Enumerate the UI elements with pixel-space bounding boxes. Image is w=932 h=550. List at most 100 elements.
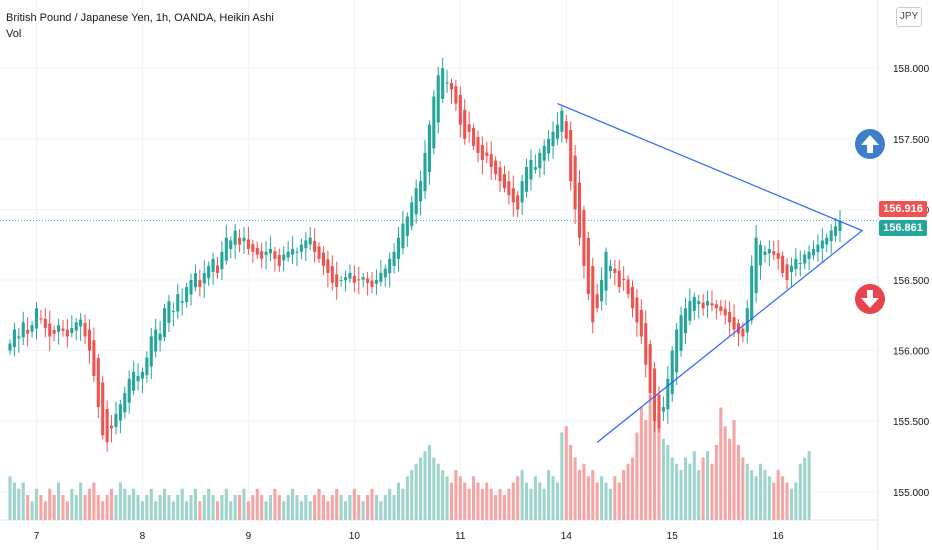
candle-body bbox=[180, 301, 184, 303]
volume-bar bbox=[220, 495, 224, 520]
volume-bar bbox=[754, 476, 758, 520]
candle-body bbox=[758, 244, 763, 266]
volume-bar bbox=[233, 495, 237, 520]
volume-bar bbox=[92, 482, 96, 520]
candle-body bbox=[547, 138, 551, 154]
candle-body bbox=[569, 130, 573, 182]
volume-bar bbox=[472, 476, 476, 520]
candle-body bbox=[8, 343, 12, 351]
volume-bar bbox=[330, 495, 334, 520]
volume-bar bbox=[405, 476, 409, 520]
volume-bar bbox=[388, 488, 392, 520]
candle-body bbox=[273, 251, 277, 259]
y-tick-label: 155.000 bbox=[893, 488, 930, 499]
candle-body bbox=[158, 333, 162, 341]
candle-body bbox=[339, 280, 343, 281]
x-axis-labels: 7 8 9 10 11 14 15 16 bbox=[34, 531, 784, 542]
candle-body bbox=[233, 230, 237, 245]
volume-bar bbox=[189, 495, 193, 520]
volume-bar bbox=[710, 463, 714, 520]
candle-body bbox=[754, 237, 758, 294]
volume-bar bbox=[560, 432, 564, 520]
candle-body bbox=[193, 272, 197, 288]
volume-bar bbox=[335, 488, 339, 520]
volume-bar bbox=[476, 482, 480, 520]
volume-bar bbox=[573, 457, 577, 520]
volume-bar bbox=[34, 488, 39, 520]
volume-bar bbox=[132, 488, 136, 520]
volume-bar bbox=[158, 495, 162, 520]
candle-body bbox=[57, 325, 61, 332]
volume-bar bbox=[600, 476, 604, 520]
volume-bar bbox=[26, 495, 30, 520]
candle-body bbox=[697, 301, 701, 304]
volume-bar bbox=[352, 488, 356, 520]
volume-bar bbox=[326, 501, 330, 520]
volume-bar bbox=[675, 463, 679, 520]
candle-body bbox=[185, 287, 189, 302]
arrow-down-icon bbox=[861, 290, 879, 308]
volume-bar bbox=[229, 501, 233, 520]
candle-body bbox=[502, 174, 507, 189]
volume-bar bbox=[524, 482, 529, 520]
volume-bar bbox=[542, 488, 546, 520]
volume-bar bbox=[511, 482, 515, 520]
candle-body bbox=[34, 308, 39, 329]
candle-body bbox=[772, 251, 776, 255]
candle-body bbox=[396, 237, 401, 259]
candle-body bbox=[202, 272, 206, 284]
candle-body bbox=[39, 318, 43, 320]
candle-body bbox=[785, 264, 789, 280]
candle-body bbox=[251, 244, 255, 252]
candle-body bbox=[635, 297, 639, 323]
volume-bar bbox=[308, 501, 312, 520]
volume-bar bbox=[255, 488, 259, 520]
candle-body bbox=[763, 251, 767, 256]
volume-bar bbox=[211, 495, 215, 520]
candle-body bbox=[608, 265, 612, 272]
candle-body bbox=[70, 328, 74, 334]
volume-bar bbox=[507, 488, 511, 520]
candle-body bbox=[728, 311, 732, 323]
candle-body bbox=[136, 376, 140, 382]
volume-bar bbox=[48, 488, 52, 520]
candle-body bbox=[101, 382, 105, 436]
candle-body bbox=[794, 258, 798, 270]
volume-bar bbox=[807, 451, 811, 520]
volume-bar bbox=[467, 488, 471, 520]
volume-bar bbox=[374, 495, 378, 520]
volume-bar bbox=[670, 457, 674, 520]
volume-bar bbox=[697, 470, 701, 520]
candle-body bbox=[264, 251, 268, 256]
volume-bar bbox=[101, 501, 105, 520]
candle-body bbox=[211, 258, 215, 273]
candle-body bbox=[617, 270, 621, 288]
volume-bar bbox=[273, 488, 277, 520]
volume-bar bbox=[61, 495, 65, 520]
y-axis-labels: 155.000155.500156.000156.500157.000157.5… bbox=[893, 64, 930, 499]
candle-body bbox=[12, 329, 16, 348]
candle-body bbox=[582, 210, 586, 266]
volume-bar bbox=[441, 470, 445, 520]
candle-body bbox=[87, 329, 92, 351]
candle-body bbox=[745, 308, 749, 333]
volume-bar bbox=[401, 488, 405, 520]
volume-bar bbox=[785, 482, 789, 520]
candle-body bbox=[277, 254, 281, 266]
currency-badge[interactable]: JPY bbox=[896, 7, 922, 27]
volume-bar bbox=[357, 495, 361, 520]
volume-bar bbox=[432, 457, 436, 520]
volume-bar bbox=[282, 501, 286, 520]
volume-bar bbox=[701, 457, 705, 520]
candle-body bbox=[829, 230, 833, 242]
candle-body bbox=[215, 265, 220, 273]
candle-body bbox=[551, 131, 555, 147]
candle-body bbox=[516, 195, 520, 210]
volume-bar bbox=[317, 488, 321, 520]
volume-bar bbox=[299, 501, 303, 520]
candle-body bbox=[330, 266, 334, 283]
candle-body bbox=[604, 251, 608, 291]
y-tick-label: 156.000 bbox=[893, 347, 930, 358]
previous-price-label: 156.861 bbox=[879, 220, 927, 236]
candle-body bbox=[679, 315, 683, 351]
